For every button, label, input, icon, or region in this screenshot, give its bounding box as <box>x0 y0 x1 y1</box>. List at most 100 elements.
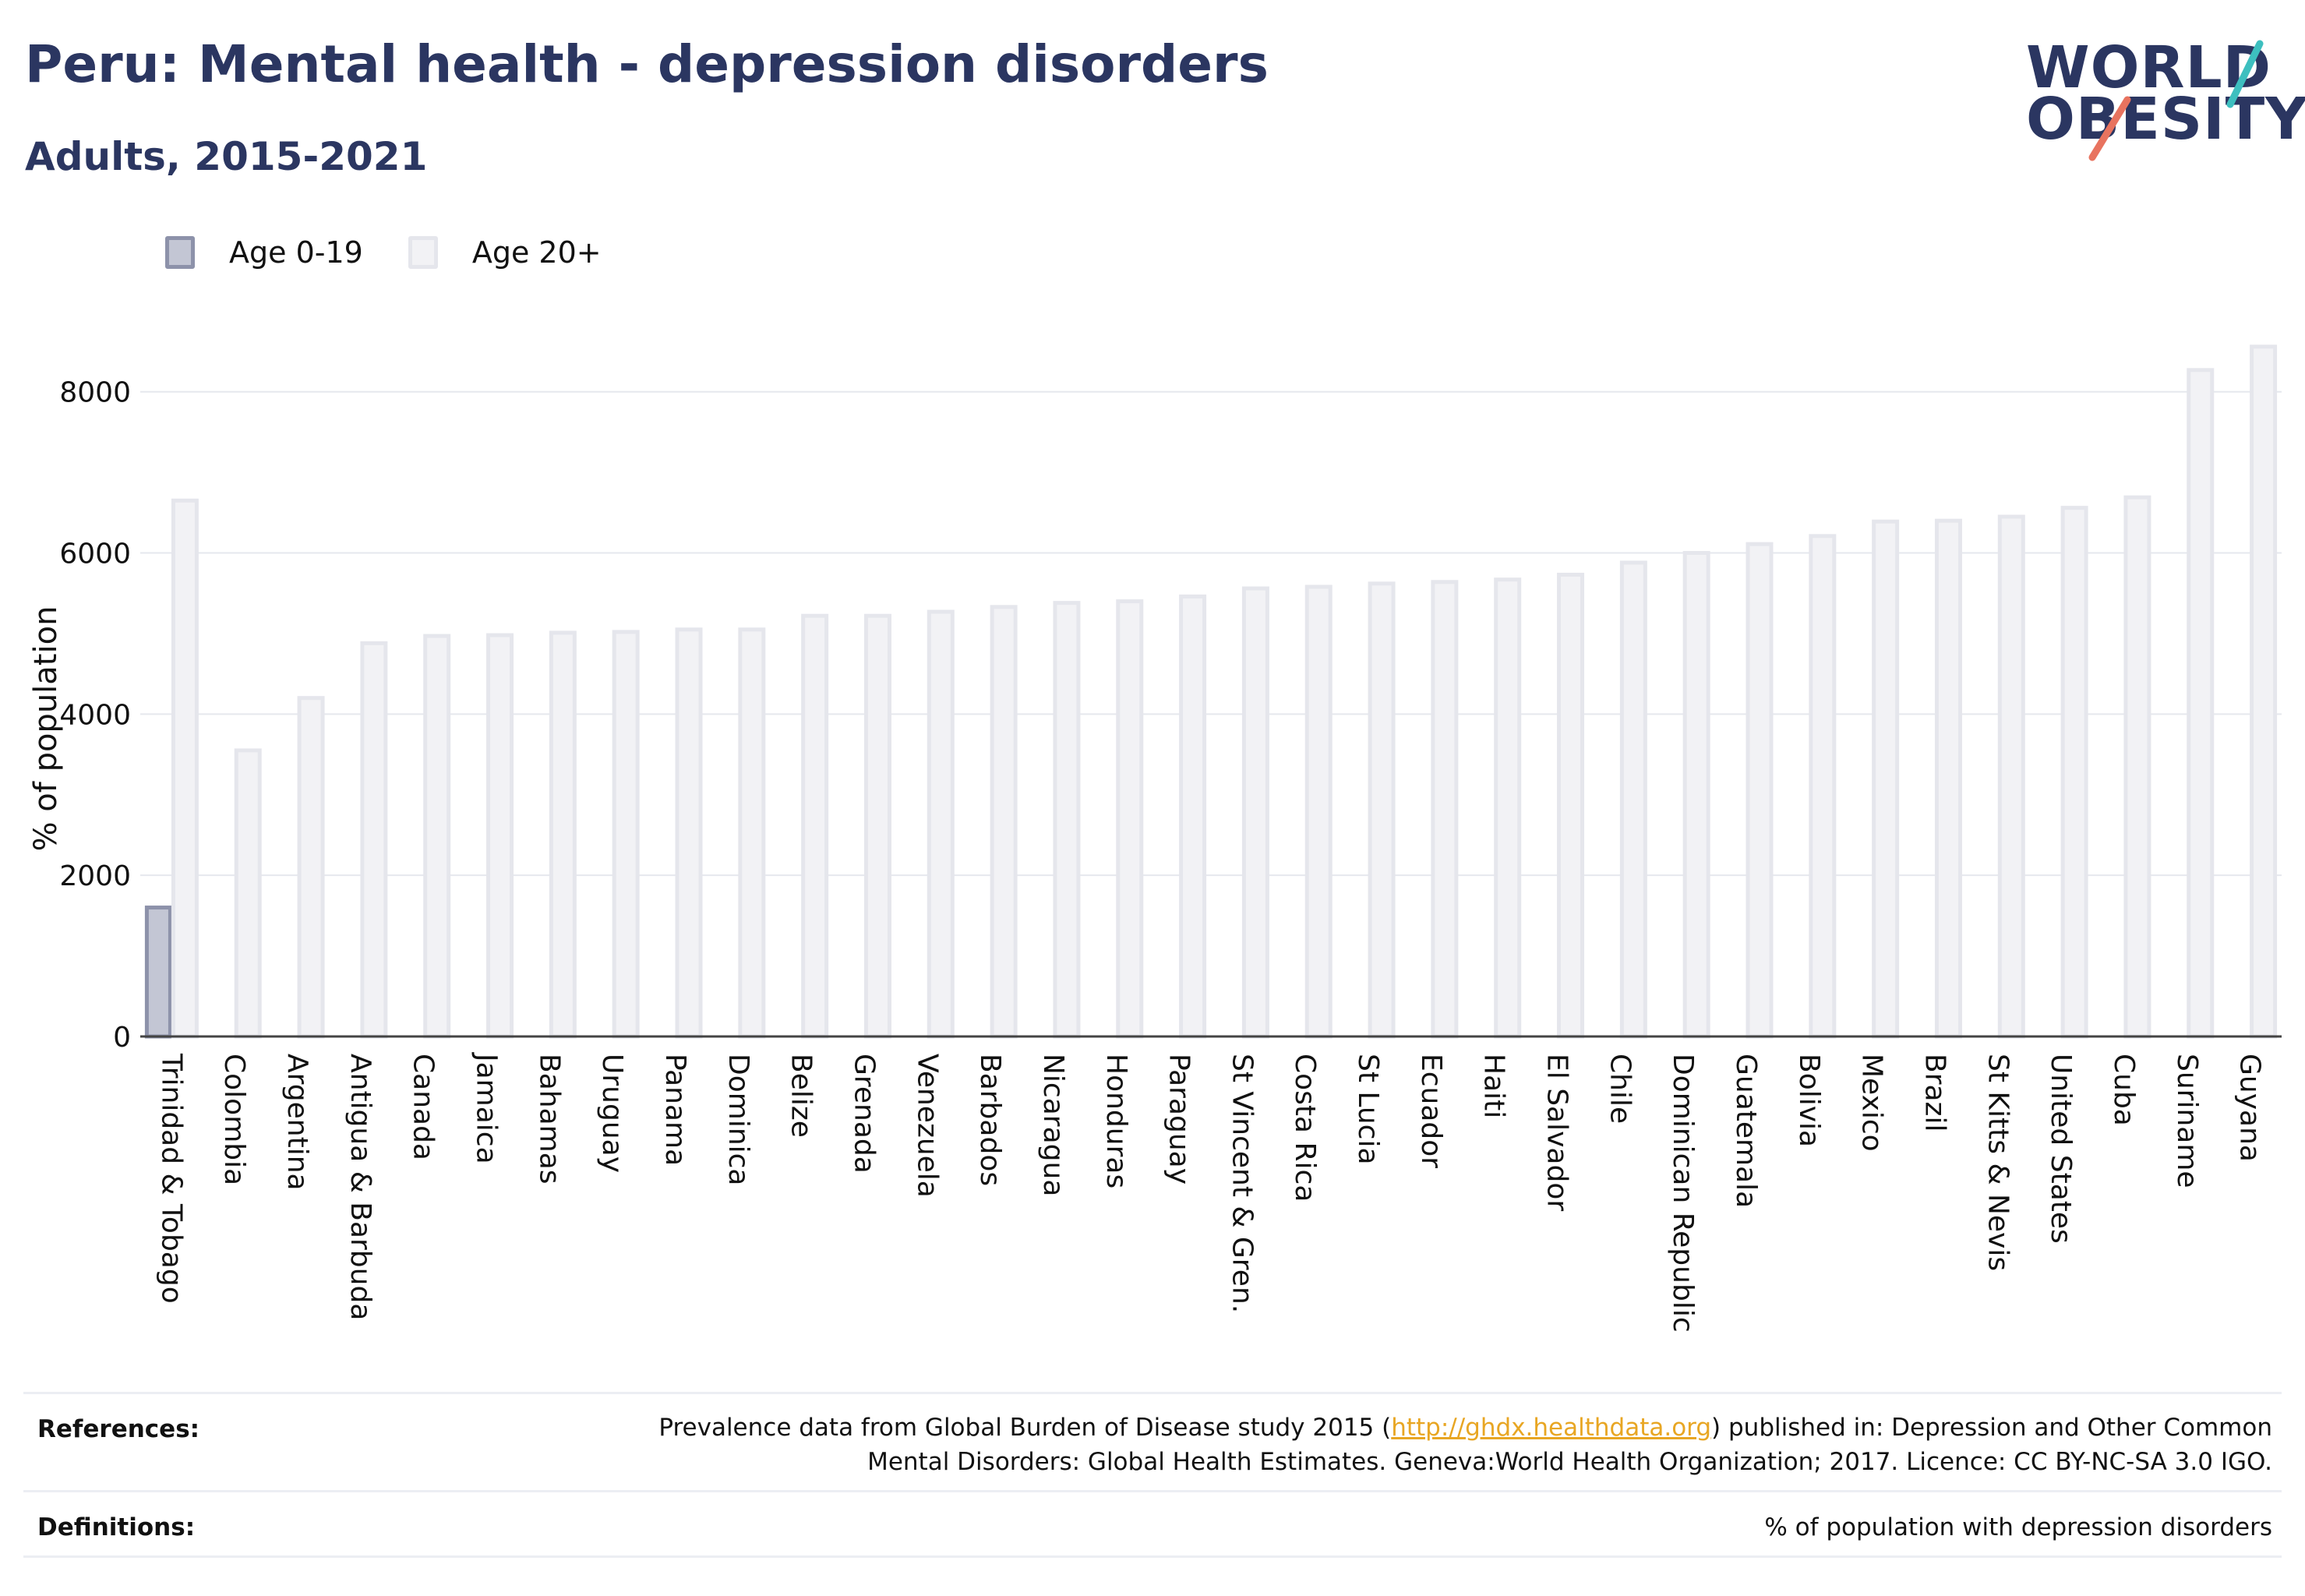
bar-age-20-plus <box>612 630 640 1039</box>
x-tick-label: El Salvador <box>1541 1054 1573 1211</box>
x-tick-label: Dominica <box>722 1054 754 1186</box>
x-tick-label: Paraguay <box>1163 1054 1195 1185</box>
bar-age-20-plus <box>1431 580 1459 1039</box>
logo-slash-icon <box>2088 40 2264 161</box>
bar-age-20-plus <box>1682 551 1710 1039</box>
x-tick-label: Suriname <box>2171 1054 2203 1188</box>
bar-age-20-plus <box>171 498 199 1039</box>
bar-age-20-plus <box>1053 601 1081 1039</box>
x-tick-label: Honduras <box>1100 1054 1132 1188</box>
x-tick-label: Cuba <box>2108 1054 2140 1126</box>
x-tick-label: Bolivia <box>1793 1054 1825 1147</box>
references-text-before: Prevalence data from Global Burden of Di… <box>658 1414 1392 1442</box>
bar-age-20-plus <box>2123 495 2151 1039</box>
x-tick-label: Belize <box>785 1054 817 1138</box>
x-tick-label: Guyana <box>2234 1054 2266 1162</box>
y-tick-label: 6000 <box>59 538 131 570</box>
legend-label: Age 0-19 <box>229 235 363 270</box>
x-tick-label: Venezuela <box>911 1054 943 1198</box>
bar-age-20-plus <box>863 613 891 1039</box>
legend-swatch-age-20-plus <box>408 236 438 269</box>
bar-age-20-plus <box>549 630 577 1039</box>
x-tick-label: Costa Rica <box>1289 1054 1321 1202</box>
bar-age-20-plus <box>738 627 766 1039</box>
x-tick-label: Canada <box>408 1054 439 1160</box>
bar-age-20-plus <box>1241 586 1269 1039</box>
bar-age-20-plus <box>801 613 829 1039</box>
references-link[interactable]: http://ghdx.healthdata.org <box>1391 1414 1712 1442</box>
x-tick-label: Grenada <box>848 1054 880 1174</box>
bar-age-20-plus <box>1746 542 1774 1039</box>
x-tick-label: Argentina <box>281 1054 313 1191</box>
bar-age-20-plus <box>234 748 262 1039</box>
bar-age-0-19 <box>144 906 172 1039</box>
chart-subtitle: Adults, 2015-2021 <box>25 134 428 179</box>
bar-chart: 0 2000 4000 6000 8000 % of population Trinidad… <box>28 344 2282 1333</box>
bar-age-20-plus <box>1304 584 1333 1039</box>
logo-text-line1: WORLD <box>2026 34 2272 101</box>
x-tick-label: Dominican Republic <box>1667 1054 1699 1333</box>
divider <box>23 1490 2282 1492</box>
bar-age-20-plus <box>423 634 451 1039</box>
y-axis-title: % of population <box>28 606 64 852</box>
x-tick-label: St Vincent & Gren. <box>1226 1054 1258 1313</box>
x-tick-label: St Kitts & Nevis <box>1982 1054 2014 1271</box>
references-label: References: <box>37 1415 200 1443</box>
bar-age-20-plus <box>927 609 955 1039</box>
x-tick-label: Colombia <box>218 1054 250 1185</box>
x-tick-label: Chile <box>1604 1054 1636 1124</box>
x-tick-label: Panama <box>659 1054 691 1166</box>
x-tick-label: Uruguay <box>596 1054 628 1173</box>
bar-age-20-plus <box>297 696 325 1039</box>
bar-age-20-plus <box>1116 599 1144 1039</box>
legend-label: Age 20+ <box>471 235 602 270</box>
y-tick-label: 8000 <box>59 377 131 409</box>
x-tick-label: Ecuador <box>1415 1054 1447 1168</box>
y-tick-label: 2000 <box>59 860 131 892</box>
x-tick-label: Barbados <box>974 1054 1006 1186</box>
x-tick-label: Mexico <box>1856 1054 1888 1152</box>
x-tick-label: Haiti <box>1478 1054 1510 1118</box>
y-tick-label: 4000 <box>59 699 131 731</box>
bar-age-20-plus <box>1872 519 1900 1039</box>
logo-text-line2: OBESITY <box>2026 86 2305 153</box>
bar-age-20-plus <box>1557 572 1585 1039</box>
bar-age-20-plus <box>486 633 514 1039</box>
references-text-after: ) published in: Depression and Other Com… <box>1711 1414 2272 1442</box>
x-tick-label: Nicaragua <box>1037 1054 1069 1196</box>
x-tick-label: Antigua & Barbuda <box>344 1054 376 1320</box>
definitions-text: % of population with depression disorder… <box>1764 1513 2272 1541</box>
bar-age-20-plus <box>1179 594 1207 1039</box>
references-line2: Mental Disorders: Global Health Estimate… <box>867 1448 2272 1476</box>
divider <box>23 1555 2282 1558</box>
x-tick-label: Guatemala <box>1730 1054 1762 1208</box>
bar-age-20-plus <box>2250 344 2278 1039</box>
x-tick-label: Brazil <box>1918 1054 1950 1132</box>
x-tick-label: Jamaica <box>471 1052 503 1164</box>
legend: Age 0-19 Age 20+ <box>165 232 647 273</box>
x-tick-label: Bahamas <box>533 1054 565 1185</box>
x-tick-label: Trinidad & Tobago <box>155 1053 187 1304</box>
bar-age-20-plus <box>2187 368 2215 1039</box>
bar-age-20-plus <box>2060 506 2088 1039</box>
legend-item-age-20-plus[interactable]: Age 20+ <box>408 235 602 270</box>
bar-age-20-plus <box>1494 577 1522 1039</box>
legend-swatch-age-0-19 <box>165 236 195 269</box>
legend-item-age-0-19[interactable]: Age 0-19 <box>165 235 363 270</box>
bar-age-20-plus <box>1997 514 2025 1039</box>
bar-age-20-plus <box>1934 518 1962 1039</box>
chart-title: Peru: Mental health - depression disorde… <box>25 34 1269 94</box>
bar-age-20-plus <box>990 605 1018 1039</box>
bar-age-20-plus <box>1809 534 1837 1039</box>
x-tick-label: St Lucia <box>1352 1054 1384 1165</box>
references-text: Prevalence data from Global Burden of Di… <box>658 1411 2272 1479</box>
bar-age-20-plus <box>360 641 388 1039</box>
divider <box>23 1392 2282 1394</box>
bar-age-20-plus <box>1619 560 1647 1039</box>
y-tick-label: 0 <box>113 1022 131 1054</box>
world-obesity-logo: WORLD OBESITY <box>2026 34 2305 171</box>
bar-age-20-plus <box>1368 581 1396 1039</box>
definitions-label: Definitions: <box>37 1513 196 1541</box>
x-tick-label: United States <box>2045 1054 2077 1244</box>
bar-age-20-plus <box>675 627 703 1039</box>
